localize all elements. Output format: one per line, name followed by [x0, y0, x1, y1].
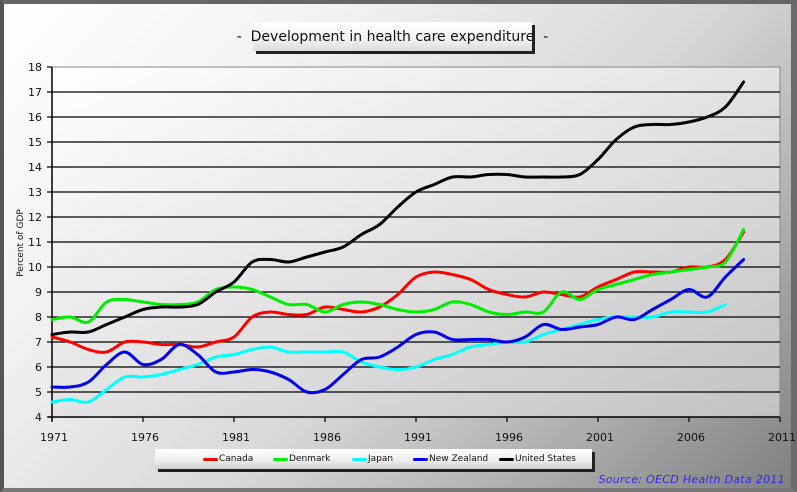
y-tick-label: 12 [28, 211, 42, 224]
y-tick-label: 8 [35, 311, 42, 324]
y-tick-label: 16 [28, 111, 42, 124]
x-tick-label: 1991 [404, 431, 432, 444]
x-tick-label: 2001 [586, 431, 614, 444]
source-note: Source: OECD Health Data 2011 [598, 473, 785, 486]
legend-item-japan: Japan [352, 449, 393, 469]
legend-swatch [203, 457, 218, 461]
legend: Canada Denmark Japan New Zealand United Stat… [155, 449, 592, 469]
y-tick-label: 15 [28, 136, 42, 149]
legend-swatch [352, 457, 367, 461]
y-tick-label: 13 [28, 186, 42, 199]
y-tick-label: 11 [28, 236, 42, 249]
series-line-united-states [50, 80, 746, 336]
x-tick-label: 1981 [222, 431, 250, 444]
legend-label: United States [515, 454, 576, 464]
grid-lines [51, 66, 781, 418]
y-tick-label: 10 [28, 261, 42, 274]
y-axis-title: Percent of GDP [16, 209, 26, 277]
series-lines [50, 80, 746, 404]
legend-item-new-zealand: New Zealand [413, 449, 488, 469]
y-tick-label: 5 [35, 386, 42, 399]
x-tick-label: 1986 [313, 431, 341, 444]
legend-label: New Zealand [429, 454, 489, 464]
x-tick-label: 2006 [677, 431, 705, 444]
legend-item-united-states: United States [499, 449, 576, 469]
y-tick-label: 6 [35, 361, 42, 374]
legend-item-canada: Canada [203, 449, 253, 469]
y-tick-label: 7 [35, 336, 42, 349]
legend-label: Canada [219, 454, 254, 464]
series-line-new-zealand [50, 258, 746, 395]
x-tick-label: 1996 [495, 431, 523, 444]
legend-swatch [413, 457, 428, 461]
y-tick-label: 4 [35, 411, 42, 424]
axes: 4 5 6 7 8 9 10 11 12 13 14 15 16 17 18 1971 1976 1981 1986… [28, 61, 796, 444]
legend-label: Japan [368, 454, 394, 464]
x-tick-label: 2011 [768, 431, 796, 444]
chart-title: - Development in health care expenditure… [236, 28, 549, 45]
y-tick-label: 14 [28, 161, 42, 174]
y-tick-label: 18 [28, 61, 42, 74]
series-line-canada [50, 230, 746, 354]
chart-title-box: - Development in health care expenditure… [237, 22, 548, 51]
y-tick-label: 9 [35, 286, 42, 299]
series-line-denmark [50, 228, 746, 325]
x-tick-label: 1971 [40, 431, 68, 444]
legend-item-denmark: Denmark [273, 449, 330, 469]
legend-swatch [499, 457, 514, 461]
legend-swatch [273, 457, 288, 461]
x-tick-label: 1976 [131, 431, 159, 444]
legend-label: Denmark [289, 454, 331, 464]
y-tick-label: 17 [28, 86, 42, 99]
